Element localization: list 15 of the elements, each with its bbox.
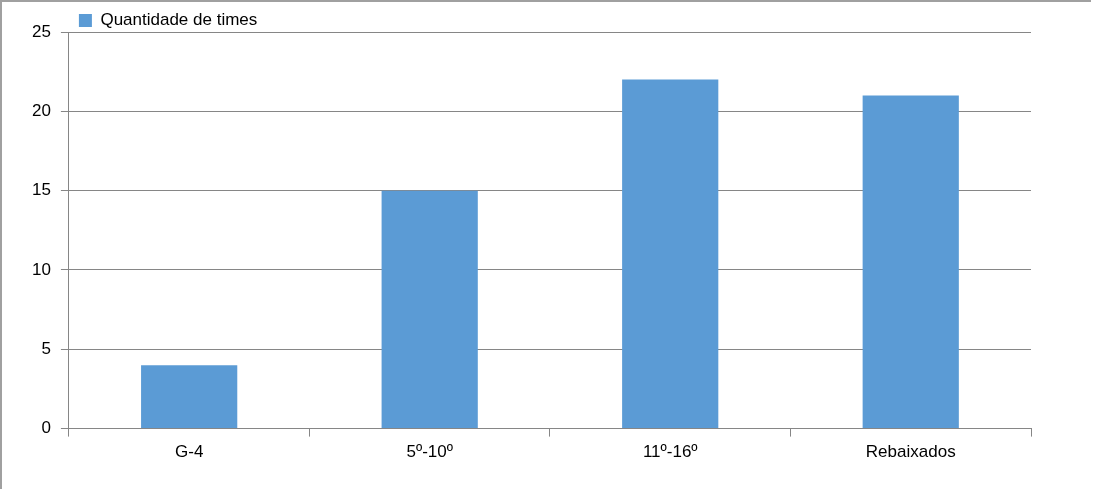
y-tick-label: 25 — [31, 21, 51, 41]
y-tick-label: 10 — [31, 259, 51, 279]
bar — [622, 79, 719, 429]
x-tick-label: 11º-16º — [642, 442, 698, 462]
bar — [381, 190, 478, 429]
x-tick-label: Rebaixados — [865, 442, 956, 462]
y-tick-label: 5 — [41, 338, 51, 358]
x-tick-label: G-4 — [175, 442, 204, 462]
x-tick-label: 5º-10º — [406, 442, 453, 462]
y-tick-label: 0 — [41, 418, 51, 438]
bar — [141, 365, 238, 429]
bar — [862, 95, 959, 429]
y-tick-label: 15 — [31, 180, 51, 200]
y-tick-label: 20 — [31, 101, 51, 121]
legend-label: Quantidade de times — [100, 10, 258, 30]
